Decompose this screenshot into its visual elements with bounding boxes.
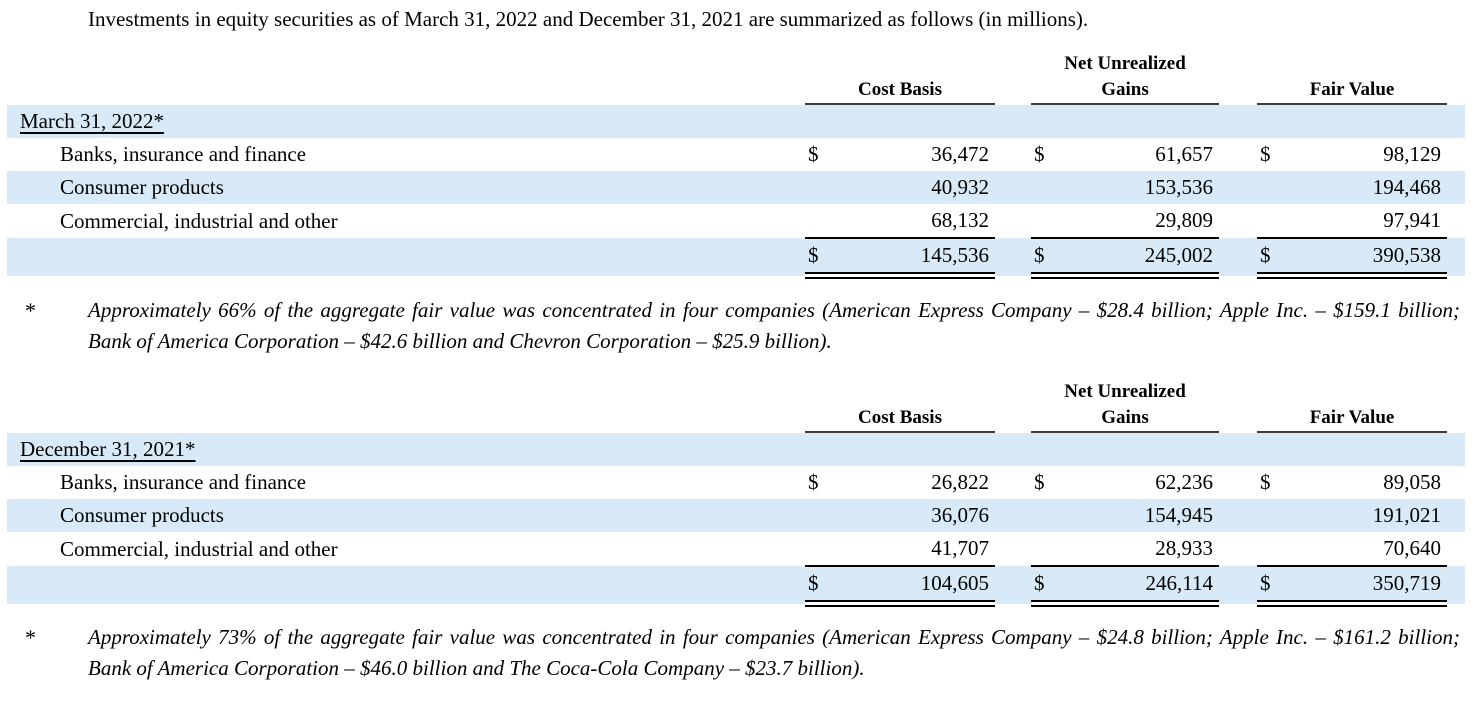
unrealized-gains-total: 246,114 (1061, 566, 1220, 607)
currency-symbol: $ (1257, 238, 1288, 279)
table-row: Commercial, industrial and other 41,707 … (7, 532, 1465, 567)
table-row: Banks, insurance and finance $ 26,822 $ … (7, 466, 1465, 499)
section-header-row: December 31, 2021* (7, 432, 1466, 466)
currency-symbol: $ (805, 238, 835, 279)
section-label: March 31, 2022* (20, 109, 165, 133)
unrealized-gains-value: 62,236 (1155, 470, 1214, 494)
column-header-fair-value: Fair Value (1257, 77, 1448, 105)
fair-value-value: 70,640 (1287, 532, 1448, 567)
currency-symbol: $ (1260, 142, 1271, 166)
fair-value-value: 98,129 (1383, 142, 1442, 166)
currency-symbol: $ (1257, 566, 1288, 607)
currency-symbol: $ (1034, 470, 1045, 494)
footnote-marker: * (25, 625, 36, 650)
fair-value-total: 390,538 (1287, 238, 1448, 279)
table-header-row-lower: Cost Basis Gains Fair Value (7, 77, 1465, 105)
cost-basis-total: 104,605 (835, 566, 995, 607)
table-header-row-lower: Cost Basis Gains Fair Value (7, 405, 1465, 433)
section-header-row: March 31, 2022* (7, 104, 1466, 138)
column-header-gains: Gains (1031, 77, 1220, 105)
document-page: Investments in equity securities as of M… (0, 6, 1476, 684)
footnote-marker: * (25, 298, 36, 323)
table-row: Consumer products 40,932 153,536 194,468 (7, 171, 1466, 204)
cost-basis-value: 40,932 (835, 171, 995, 204)
cost-basis-total: 145,536 (835, 238, 995, 279)
unrealized-gains-value: 154,945 (1061, 499, 1220, 532)
section-label: December 31, 2021* (20, 437, 196, 461)
currency-symbol: $ (1260, 470, 1271, 494)
footnote-march-2022: * Approximately 66% of the aggregate fai… (0, 295, 1476, 357)
cost-basis-value: 26,822 (931, 470, 989, 494)
fair-value-value: 194,468 (1287, 171, 1448, 204)
fair-value-value: 191,021 (1287, 499, 1448, 532)
currency-symbol: $ (1031, 566, 1061, 607)
column-header-fair-value: Fair Value (1257, 405, 1448, 433)
intro-paragraph: Investments in equity securities as of M… (88, 7, 1089, 31)
cost-basis-value: 36,472 (931, 142, 989, 166)
cost-basis-value: 41,707 (835, 532, 995, 567)
table-row: Commercial, industrial and other 68,132 … (7, 204, 1465, 239)
column-header-cost-basis: Cost Basis (805, 77, 995, 105)
row-label: Consumer products (7, 171, 805, 204)
row-label: Banks, insurance and finance (60, 470, 307, 494)
currency-symbol: $ (1031, 238, 1061, 279)
row-label: Commercial, industrial and other (60, 536, 338, 561)
column-header-gains: Gains (1031, 405, 1220, 433)
unrealized-gains-value: 28,933 (1061, 532, 1220, 567)
unrealized-gains-value: 29,809 (1061, 204, 1220, 239)
table-header-row-upper: Net Unrealized (7, 376, 1465, 405)
investments-table-december-2021: Net Unrealized Cost Basis Gains Fair Val… (7, 376, 1466, 607)
cost-basis-value: 68,132 (835, 204, 995, 239)
currency-symbol: $ (1034, 142, 1045, 166)
table-row: Consumer products 36,076 154,945 191,021 (7, 499, 1466, 532)
fair-value-value: 89,058 (1383, 470, 1442, 494)
table-row: Banks, insurance and finance $ 36,472 $ … (7, 138, 1465, 171)
column-header-cost-basis: Cost Basis (805, 405, 995, 433)
cost-basis-value: 36,076 (835, 499, 995, 532)
unrealized-gains-value: 61,657 (1155, 142, 1214, 166)
unrealized-gains-value: 153,536 (1061, 171, 1220, 204)
currency-symbol: $ (808, 142, 819, 166)
fair-value-total: 350,719 (1287, 566, 1448, 607)
table-header-row-upper: Net Unrealized (7, 48, 1465, 77)
investments-table-march-2022: Net Unrealized Cost Basis Gains Fair Val… (7, 48, 1466, 279)
unrealized-gains-total: 245,002 (1061, 238, 1220, 279)
total-row: $ 145,536 $ 245,002 $ 390,538 (7, 238, 1466, 279)
row-label: Consumer products (7, 499, 805, 532)
row-label: Banks, insurance and finance (60, 142, 307, 166)
column-header-net-unrealized: Net Unrealized (1064, 53, 1186, 74)
footnote-text: Approximately 66% of the aggregate fair … (88, 298, 1460, 353)
total-row: $ 104,605 $ 246,114 $ 350,719 (7, 566, 1466, 607)
footnote-text: Approximately 73% of the aggregate fair … (88, 625, 1460, 680)
footnote-december-2021: * Approximately 73% of the aggregate fai… (0, 622, 1476, 684)
currency-symbol: $ (805, 566, 835, 607)
row-label: Commercial, industrial and other (60, 208, 338, 233)
fair-value-value: 97,941 (1287, 204, 1448, 239)
column-header-net-unrealized: Net Unrealized (1064, 381, 1186, 402)
currency-symbol: $ (808, 470, 819, 494)
